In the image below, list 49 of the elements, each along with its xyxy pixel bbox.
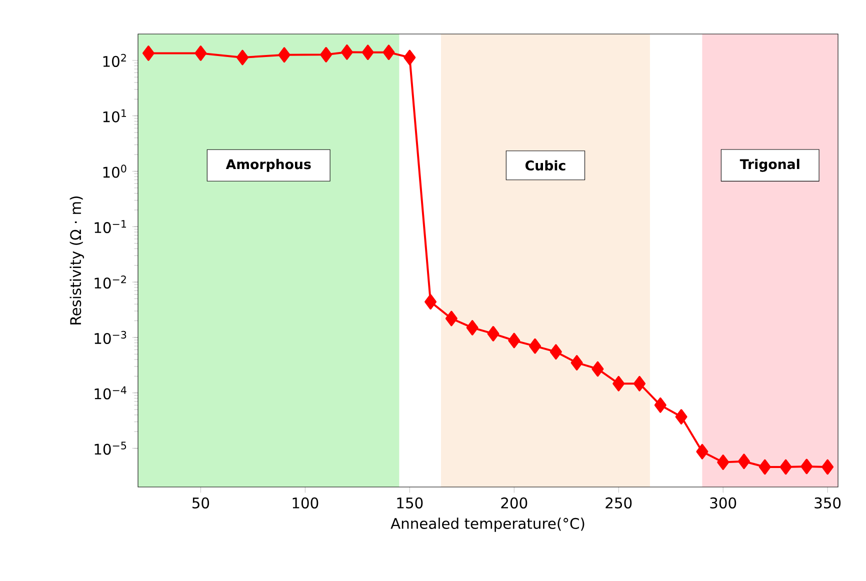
point (404, 50, 416, 66)
y-tick-label: 10$^{−2}$ (94, 276, 126, 289)
point (696, 444, 708, 460)
point (717, 454, 730, 470)
point (194, 46, 207, 61)
x-tick-label: 300 (710, 497, 736, 508)
point (675, 409, 688, 424)
band-label: Cubic (525, 160, 566, 171)
point (445, 310, 458, 326)
point (529, 338, 542, 354)
point (758, 459, 771, 475)
x-tick-label: 200 (501, 497, 528, 508)
point (382, 44, 395, 60)
point (612, 376, 625, 392)
x-tick-label: 100 (292, 497, 318, 508)
y-tick-label: 10$^{−3}$ (94, 330, 126, 344)
point (822, 459, 834, 475)
point (236, 50, 248, 66)
x-tick-label: 150 (397, 497, 423, 508)
point (362, 44, 374, 60)
point (634, 376, 646, 392)
point (466, 320, 478, 336)
point (508, 332, 520, 348)
point (654, 397, 666, 413)
y-axis-title: Resistivity (Ω · m) (70, 196, 84, 324)
point (487, 326, 500, 342)
point (340, 44, 353, 60)
y-tick-label: 10$^{1}$ (103, 109, 126, 122)
point (142, 46, 154, 61)
x-tick-label: 50 (192, 497, 210, 508)
y-tick-label: 10$^{−4}$ (94, 386, 126, 400)
point (550, 344, 562, 360)
band-label: Trigonal (740, 158, 800, 172)
point (780, 459, 792, 475)
point (738, 454, 750, 470)
point (800, 458, 813, 474)
y-tick-label: 10$^{−5}$ (94, 442, 126, 455)
y-tick-label: 10$^{0}$ (103, 164, 126, 178)
point (570, 355, 583, 370)
point (424, 294, 437, 310)
x-tick-label: 350 (814, 497, 841, 508)
point (278, 47, 290, 63)
x-tick-label: 250 (606, 497, 632, 508)
band-label: Amorphous (226, 158, 311, 172)
point (592, 361, 604, 377)
point (320, 47, 332, 62)
x-axis-title: Annealed temperature(°C) (390, 518, 584, 532)
y-tick-label: 10$^{−1}$ (94, 220, 126, 234)
y-tick-label: 10$^{2}$ (103, 54, 126, 67)
